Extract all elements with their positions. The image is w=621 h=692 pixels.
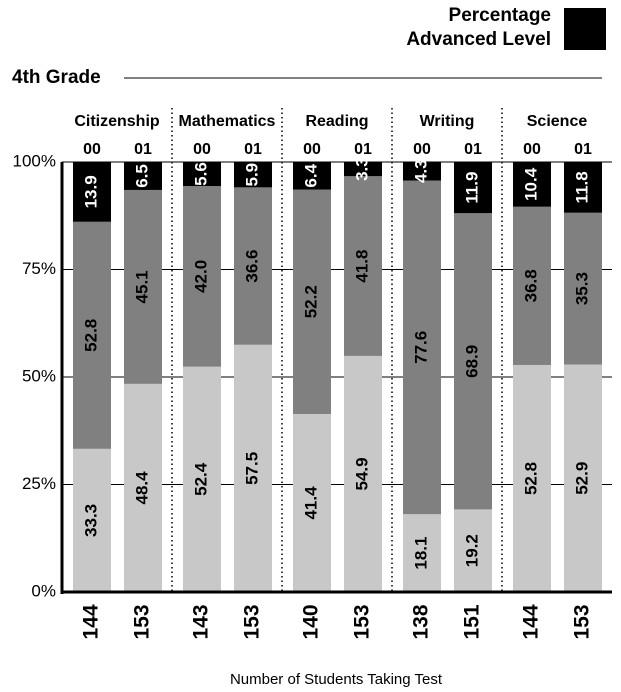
- bar-segment: [73, 221, 111, 449]
- x-tick-label: 00: [193, 141, 211, 158]
- bar-segment: [124, 162, 162, 190]
- count-label: 144: [520, 604, 543, 639]
- x-tick-label: 01: [574, 141, 592, 158]
- bar-segment: [454, 509, 492, 592]
- data-label: 10.4: [521, 167, 540, 201]
- count-label: 153: [571, 604, 594, 639]
- bar-segment: [564, 364, 602, 592]
- data-label: 18.1: [411, 537, 430, 570]
- data-label: 36.8: [521, 269, 540, 302]
- data-label: 54.9: [352, 457, 371, 490]
- bar-segment: [454, 213, 492, 510]
- legend-label: Percentage Advanced Level: [406, 5, 551, 50]
- bar-segment: [564, 212, 602, 365]
- bar-segment: [564, 162, 602, 213]
- x-tick-label: 00: [523, 141, 541, 158]
- data-label: 3.3: [352, 157, 371, 181]
- y-tick-label: 50%: [22, 366, 56, 385]
- bar-segment: [403, 514, 441, 592]
- subtitle: 4th Grade: [12, 67, 101, 88]
- x-tick-label: 01: [354, 141, 372, 158]
- data-label: 68.9: [462, 345, 481, 378]
- bar-segment: [183, 366, 221, 592]
- data-label: 57.5: [242, 452, 261, 485]
- count-label: 140: [300, 604, 323, 639]
- x-tick-label: 00: [303, 141, 321, 158]
- group-label: Mathematics: [179, 113, 276, 130]
- x-tick-label: 01: [464, 141, 482, 158]
- data-label: 52.4: [191, 462, 210, 496]
- count-label: 153: [351, 604, 374, 639]
- data-label: 77.6: [411, 331, 430, 364]
- bar-segment: [293, 189, 331, 414]
- group-label: Science: [527, 113, 588, 130]
- data-label: 6.5: [132, 164, 151, 188]
- data-label: 4.3: [411, 159, 430, 183]
- bar-segment: [73, 162, 111, 222]
- y-tick-label: 0%: [31, 581, 56, 600]
- bar-segment: [454, 162, 492, 214]
- count-label: 138: [410, 604, 433, 639]
- bar-segment: [234, 162, 272, 188]
- group-label: Writing: [420, 113, 475, 130]
- data-label: 6.4: [301, 163, 320, 187]
- data-label: 11.9: [462, 172, 481, 204]
- legend-swatch: [564, 8, 606, 50]
- bar-segment: [234, 344, 272, 592]
- bar-segment: [513, 364, 551, 592]
- data-label: 33.3: [81, 504, 100, 537]
- data-label: 13.9: [81, 175, 100, 208]
- count-label: 153: [241, 604, 264, 639]
- data-label: 52.9: [572, 462, 591, 495]
- bar-segment: [293, 413, 331, 592]
- bar-segment: [293, 162, 331, 190]
- bar-segment: [403, 180, 441, 515]
- bar-segment: [344, 176, 382, 356]
- y-tick-label: 100%: [13, 151, 56, 170]
- y-tick-label: 25%: [22, 474, 56, 493]
- data-label: 5.9: [242, 163, 261, 187]
- data-label: 52.2: [301, 285, 320, 318]
- data-label: 36.6: [242, 250, 261, 283]
- data-label: 5.6: [191, 162, 210, 186]
- data-label: 52.8: [81, 319, 100, 352]
- data-label: 11.8: [572, 171, 591, 203]
- data-label: 48.4: [132, 471, 151, 505]
- data-label: 45.1: [132, 270, 151, 303]
- bar-segment: [403, 162, 441, 181]
- data-label: 42.0: [191, 260, 210, 293]
- bar-segment: [73, 448, 111, 592]
- bar-segment: [513, 162, 551, 207]
- count-label: 151: [461, 604, 484, 639]
- data-label: 35.3: [572, 272, 591, 305]
- x-tick-label: 00: [83, 141, 101, 158]
- bar-segment: [344, 355, 382, 592]
- count-label: 144: [80, 604, 103, 639]
- data-label: 41.4: [301, 486, 320, 520]
- x-tick-label: 00: [413, 141, 431, 158]
- x-tick-label: 01: [244, 141, 262, 158]
- bar-segment: [344, 162, 382, 177]
- y-tick-label: 75%: [22, 259, 56, 278]
- x-axis-label: Number of Students Taking Test: [230, 671, 443, 688]
- group-label: Reading: [305, 113, 368, 130]
- bar-segment: [124, 189, 162, 384]
- data-label: 52.8: [521, 462, 540, 495]
- bar-segment: [234, 187, 272, 345]
- bar-segment: [183, 186, 221, 367]
- x-tick-label: 01: [134, 141, 152, 158]
- count-label: 143: [190, 604, 213, 639]
- bar-segment: [124, 383, 162, 592]
- group-label: Citizenship: [74, 113, 160, 130]
- count-label: 153: [131, 604, 154, 639]
- data-label: 41.8: [352, 250, 371, 283]
- bar-segment: [183, 162, 221, 187]
- data-label: 19.2: [462, 534, 481, 567]
- bar-segment: [513, 206, 551, 365]
